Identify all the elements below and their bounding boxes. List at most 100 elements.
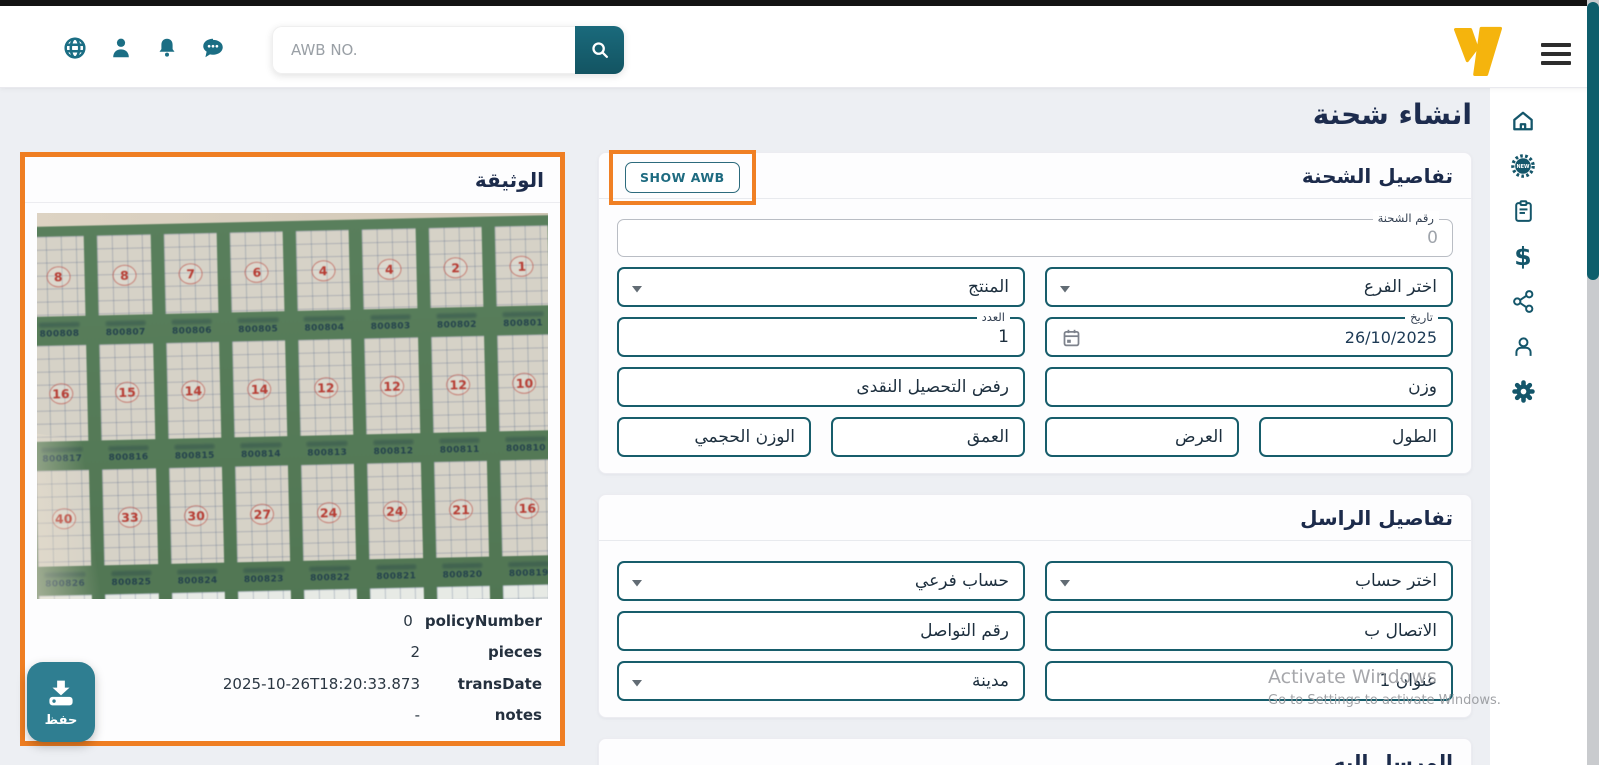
label-sheet-code: 800801 [496,309,548,329]
notifications-bell-icon[interactable] [154,35,180,61]
receiver-details-title: المرسل اليه [1334,750,1453,765]
label-sheet-cell: 30 [168,467,223,564]
chevron-down-icon [1060,580,1070,587]
sidebar-finance-dollar-icon[interactable]: $ [1510,243,1536,269]
label-sheet-code: 800824 [171,567,225,587]
label-sheet-code: 800815 [168,442,222,462]
contact-field[interactable]: الاتصال ب [1045,611,1453,651]
label-sheet-code: 800823 [237,565,291,585]
label-sheet-cell: 65 [105,593,160,599]
account-select[interactable]: اختر حساب [1045,561,1453,601]
sub-account-select[interactable]: حساب فرعي [617,561,1025,601]
count-field[interactable]: العدد 1 [617,317,1025,357]
search-button[interactable] [575,26,624,74]
label-sheet-code: 800812 [367,437,421,457]
width-field[interactable]: العرض [1045,417,1239,457]
chevron-down-icon [1060,286,1070,293]
field-label: policyNumber [425,612,542,630]
brand-logo-v [1446,24,1510,80]
user-profile-icon[interactable] [108,35,134,61]
document-fields: policyNumber 0 pieces 2 transDate 2025-1… [25,599,560,731]
date-value: 26/10/2025 [1345,328,1437,347]
menu-hamburger-icon[interactable] [1541,43,1571,70]
label-sheet-cell: 12 [364,337,419,434]
label-sheet-code: 800802 [430,311,484,331]
field-label: notes [432,706,542,724]
contact-number-field[interactable]: رقم التواصل [617,611,1025,651]
sidebar-account-person-icon[interactable] [1510,333,1536,359]
label-sheet-cell: 1 [494,225,548,306]
field-label: transDate [432,675,542,693]
label-sheet-code: 800803 [364,312,418,332]
field-label: pieces [432,643,542,661]
count-value: 1 [998,327,1009,347]
cod-refuse-field[interactable]: رفض التحصيل النقدى [617,367,1025,407]
language-globe-icon[interactable] [62,35,88,61]
chat-messages-icon[interactable] [200,35,226,61]
field-value: 0 [403,612,413,630]
chevron-down-icon [632,286,642,293]
label-sheet-cell: 7 [163,233,218,314]
save-label: حفظ [45,713,78,728]
window-top-strip [0,0,1587,6]
label-sheet-code: 800816 [102,443,156,463]
label-sheet-cell: 8 [37,236,86,317]
shipment-number-field[interactable]: رقم الشحنة 0 [617,219,1453,257]
receiver-details-card: المرسل اليه [598,738,1472,765]
label-sheet-cell: 14 [232,340,287,437]
document-field-row: notes - [43,700,542,732]
save-icon [44,677,78,709]
label-sheet-cell: 65 [171,592,226,599]
save-button[interactable]: حفظ [27,662,95,742]
address1-field[interactable]: عنوان 1 [1045,661,1453,701]
document-field-row: pieces 2 [43,637,542,669]
label-sheet-cell: 21 [433,461,488,558]
sidebar-new-feature-icon[interactable]: NEW [1510,153,1536,179]
length-field[interactable]: الطول [1259,417,1453,457]
sidebar-orders-clipboard-icon[interactable] [1510,198,1536,224]
show-awb-highlight-box: SHOW AWB [609,150,756,205]
sidebar-branch-network-icon[interactable] [1510,288,1536,314]
label-sheet-cell: 56 [304,589,359,599]
label-sheet-code: 800821 [369,562,423,582]
label-sheet-code: 800822 [303,564,357,584]
search-icon [589,39,611,61]
document-title: الوثيقة [475,168,544,192]
label-sheet-code: 800805 [231,315,285,335]
count-label: العدد [977,310,1010,324]
depth-field[interactable]: العمق [831,417,1025,457]
field-value: 2025-10-26T18:20:33.873 [223,675,420,693]
label-sheet-cell: 6 [229,231,284,312]
label-sheet-cell: 2 [428,227,483,308]
label-sheet-cell: 24 [367,462,422,559]
weight-field[interactable]: وزن [1045,367,1453,407]
awb-search [272,26,624,74]
svg-text:NEW: NEW [1516,164,1530,170]
volumetric-weight-field[interactable]: الوزن الحجمي [617,417,811,457]
chevron-down-icon [632,580,642,587]
label-sheet-cell: 65 [39,595,94,599]
label-sheet-cell: 24 [301,464,356,561]
page-scrollbar[interactable] [1587,0,1599,765]
city-select[interactable]: مدينة [617,661,1025,701]
date-field[interactable]: تاريخ 26/10/2025 [1045,317,1453,357]
label-sheet-cell: 27 [235,465,290,562]
label-sheet-code: 800825 [104,568,158,588]
label-sheet-cell: 12 [431,336,486,433]
awb-search-input[interactable] [272,26,575,74]
document-card-highlight-box: الوثيقة 12446788800801800802800803800804… [20,152,565,746]
chevron-down-icon [632,680,642,687]
calendar-icon[interactable] [1061,327,1082,348]
label-sheet-cell: 15 [99,343,154,440]
label-sheet-cell: 64 [238,590,293,599]
label-sheet-cell: 4 [362,228,417,309]
show-awb-button[interactable]: SHOW AWB [625,162,740,193]
label-sheet-code: 800808 [37,320,86,340]
product-select[interactable]: المنتج [617,267,1025,307]
label-sheet-code: 800806 [165,317,219,337]
sidebar-settings-gear-icon[interactable] [1510,378,1536,404]
sidebar-home-icon[interactable] [1510,108,1536,134]
label-sheet-cell: 14 [166,342,221,439]
scrollbar-thumb[interactable] [1587,2,1599,280]
branch-select[interactable]: اختر الفرع [1045,267,1453,307]
